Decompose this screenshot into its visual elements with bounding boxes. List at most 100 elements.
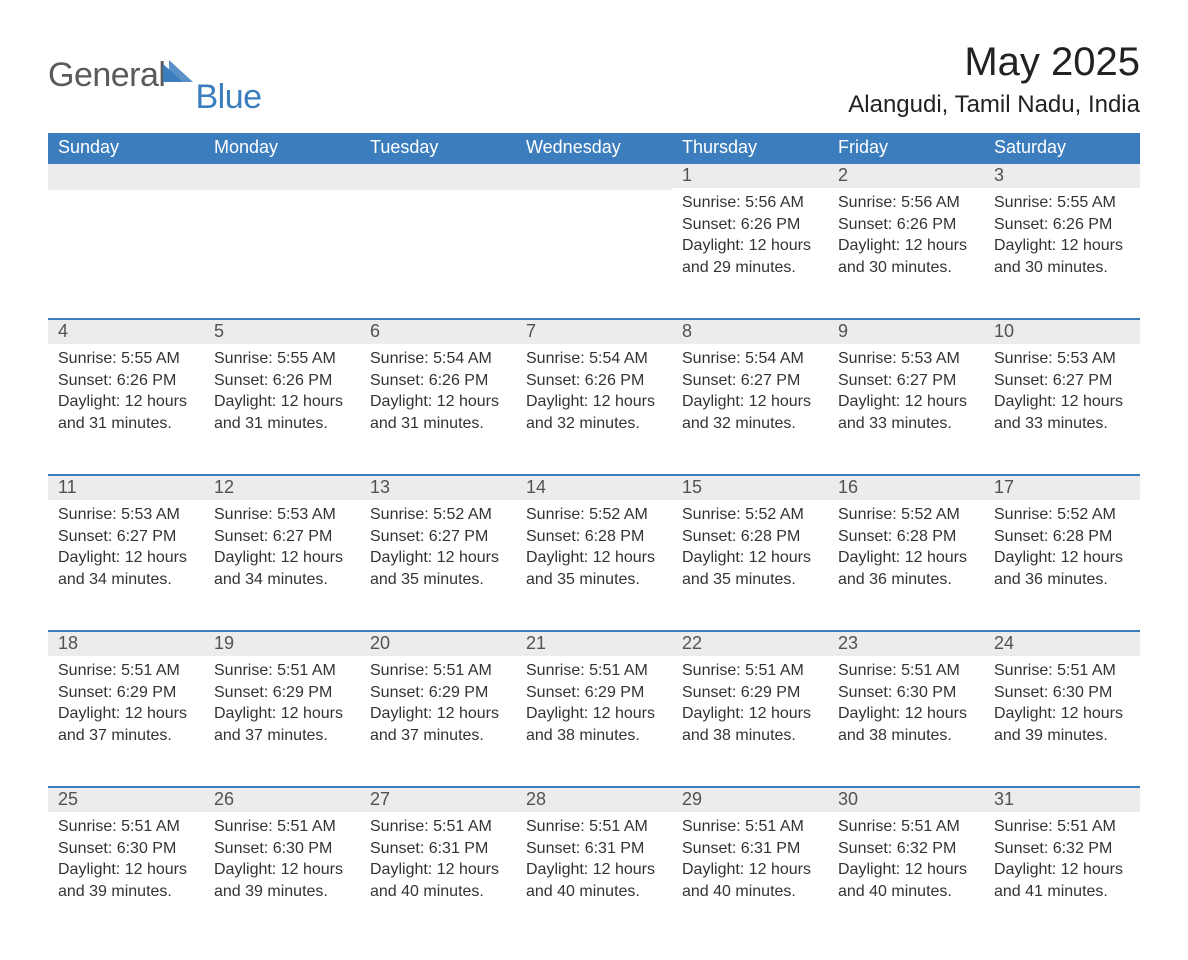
sunset-line: Sunset: 6:31 PM <box>682 838 820 860</box>
day-cell: 31Sunrise: 5:51 AMSunset: 6:32 PMDayligh… <box>984 788 1140 920</box>
daylight-line: Daylight: 12 hours and 30 minutes. <box>994 235 1132 278</box>
sunrise-line: Sunrise: 5:51 AM <box>838 816 976 838</box>
daylight-line: Daylight: 12 hours and 31 minutes. <box>58 391 196 434</box>
sunrise-line: Sunrise: 5:51 AM <box>58 816 196 838</box>
sunset-line: Sunset: 6:31 PM <box>526 838 664 860</box>
daylight-line: Daylight: 12 hours and 38 minutes. <box>838 703 976 746</box>
day-cell: 15Sunrise: 5:52 AMSunset: 6:28 PMDayligh… <box>672 476 828 608</box>
sunrise-line: Sunrise: 5:55 AM <box>214 348 352 370</box>
sunset-line: Sunset: 6:26 PM <box>214 370 352 392</box>
empty-day-band <box>360 164 516 190</box>
day-info: Sunrise: 5:56 AMSunset: 6:26 PMDaylight:… <box>838 192 976 278</box>
sunrise-line: Sunrise: 5:52 AM <box>526 504 664 526</box>
sunset-line: Sunset: 6:29 PM <box>682 682 820 704</box>
day-info: Sunrise: 5:52 AMSunset: 6:28 PMDaylight:… <box>838 504 976 590</box>
daylight-line: Daylight: 12 hours and 40 minutes. <box>838 859 976 902</box>
sunset-line: Sunset: 6:26 PM <box>370 370 508 392</box>
day-cell: 19Sunrise: 5:51 AMSunset: 6:29 PMDayligh… <box>204 632 360 764</box>
daylight-line: Daylight: 12 hours and 39 minutes. <box>994 703 1132 746</box>
sunrise-line: Sunrise: 5:51 AM <box>214 660 352 682</box>
day-info: Sunrise: 5:52 AMSunset: 6:27 PMDaylight:… <box>370 504 508 590</box>
sunrise-line: Sunrise: 5:53 AM <box>838 348 976 370</box>
daylight-line: Daylight: 12 hours and 31 minutes. <box>214 391 352 434</box>
day-cell: 1Sunrise: 5:56 AMSunset: 6:26 PMDaylight… <box>672 164 828 296</box>
sunset-line: Sunset: 6:27 PM <box>994 370 1132 392</box>
sunrise-line: Sunrise: 5:51 AM <box>994 816 1132 838</box>
day-number: 8 <box>672 320 828 344</box>
day-info: Sunrise: 5:51 AMSunset: 6:30 PMDaylight:… <box>994 660 1132 746</box>
day-number: 16 <box>828 476 984 500</box>
day-info: Sunrise: 5:51 AMSunset: 6:30 PMDaylight:… <box>214 816 352 902</box>
daylight-line: Daylight: 12 hours and 35 minutes. <box>370 547 508 590</box>
logo-word-2: Blue <box>195 78 261 117</box>
daylight-line: Daylight: 12 hours and 40 minutes. <box>370 859 508 902</box>
day-info: Sunrise: 5:51 AMSunset: 6:32 PMDaylight:… <box>838 816 976 902</box>
day-number: 13 <box>360 476 516 500</box>
sunrise-line: Sunrise: 5:53 AM <box>994 348 1132 370</box>
sunset-line: Sunset: 6:27 PM <box>838 370 976 392</box>
daylight-line: Daylight: 12 hours and 36 minutes. <box>838 547 976 590</box>
day-cell: 4Sunrise: 5:55 AMSunset: 6:26 PMDaylight… <box>48 320 204 452</box>
daylight-line: Daylight: 12 hours and 37 minutes. <box>214 703 352 746</box>
day-info: Sunrise: 5:53 AMSunset: 6:27 PMDaylight:… <box>838 348 976 434</box>
day-number: 19 <box>204 632 360 656</box>
day-number: 20 <box>360 632 516 656</box>
daylight-line: Daylight: 12 hours and 35 minutes. <box>682 547 820 590</box>
day-info: Sunrise: 5:52 AMSunset: 6:28 PMDaylight:… <box>526 504 664 590</box>
day-info: Sunrise: 5:53 AMSunset: 6:27 PMDaylight:… <box>58 504 196 590</box>
sunrise-line: Sunrise: 5:51 AM <box>994 660 1132 682</box>
calendar-header-row: SundayMondayTuesdayWednesdayThursdayFrid… <box>48 133 1140 164</box>
calendar-body: 1Sunrise: 5:56 AMSunset: 6:26 PMDaylight… <box>48 164 1140 920</box>
sunset-line: Sunset: 6:28 PM <box>994 526 1132 548</box>
location: Alangudi, Tamil Nadu, India <box>848 91 1140 119</box>
day-cell: 3 Sunrise: 5:55 AMSunset: 6:26 PMDaylight… <box>984 164 1140 296</box>
day-number: 14 <box>516 476 672 500</box>
daylight-line: Daylight: 12 hours and 41 minutes. <box>994 859 1132 902</box>
sunset-line: Sunset: 6:30 PM <box>994 682 1132 704</box>
day-cell <box>360 164 516 296</box>
day-cell <box>516 164 672 296</box>
day-cell: 14 Sunrise: 5:52 AMSunset: 6:28 PMDayligh… <box>516 476 672 608</box>
day-cell: 25 Sunrise: 5:51 AMSunset: 6:30 PMDayligh… <box>48 788 204 920</box>
day-number: 21 <box>516 632 672 656</box>
day-info: Sunrise: 5:55 AMSunset: 6:26 PMDaylight:… <box>994 192 1132 278</box>
day-number: 17 <box>984 476 1140 500</box>
day-cell: 5Sunrise: 5:55 AMSunset: 6:26 PMDaylight… <box>204 320 360 452</box>
sunset-line: Sunset: 6:30 PM <box>838 682 976 704</box>
day-number: 4 <box>48 320 204 344</box>
day-info: Sunrise: 5:53 AMSunset: 6:27 PMDaylight:… <box>214 504 352 590</box>
weekday-header: Sunday <box>48 133 204 164</box>
daylight-line: Daylight: 12 hours and 39 minutes. <box>58 859 196 902</box>
daylight-line: Daylight: 12 hours and 34 minutes. <box>58 547 196 590</box>
day-number: 3 <box>984 164 1140 188</box>
day-info: Sunrise: 5:52 AMSunset: 6:28 PMDaylight:… <box>994 504 1132 590</box>
daylight-line: Daylight: 12 hours and 39 minutes. <box>214 859 352 902</box>
day-info: Sunrise: 5:51 AMSunset: 6:30 PMDaylight:… <box>58 816 196 902</box>
sunset-line: Sunset: 6:26 PM <box>58 370 196 392</box>
day-number: 28 <box>516 788 672 812</box>
weekday-header: Monday <box>204 133 360 164</box>
day-info: Sunrise: 5:51 AMSunset: 6:29 PMDaylight:… <box>58 660 196 746</box>
sunset-line: Sunset: 6:30 PM <box>214 838 352 860</box>
sunset-line: Sunset: 6:29 PM <box>370 682 508 704</box>
daylight-line: Daylight: 12 hours and 34 minutes. <box>214 547 352 590</box>
sunrise-line: Sunrise: 5:51 AM <box>526 660 664 682</box>
day-cell: 24Sunrise: 5:51 AMSunset: 6:30 PMDayligh… <box>984 632 1140 764</box>
logo-word-1: General <box>48 56 165 95</box>
day-number: 30 <box>828 788 984 812</box>
daylight-line: Daylight: 12 hours and 37 minutes. <box>370 703 508 746</box>
logo-triangle-icon <box>163 58 197 87</box>
sunrise-line: Sunrise: 5:51 AM <box>214 816 352 838</box>
day-cell <box>48 164 204 296</box>
weekday-header: Wednesday <box>516 133 672 164</box>
sunrise-line: Sunrise: 5:51 AM <box>370 816 508 838</box>
sunset-line: Sunset: 6:27 PM <box>682 370 820 392</box>
sunset-line: Sunset: 6:31 PM <box>370 838 508 860</box>
day-info: Sunrise: 5:51 AMSunset: 6:31 PMDaylight:… <box>682 816 820 902</box>
day-number: 25 <box>48 788 204 812</box>
sunset-line: Sunset: 6:26 PM <box>682 214 820 236</box>
sunrise-line: Sunrise: 5:51 AM <box>526 816 664 838</box>
day-number: 15 <box>672 476 828 500</box>
calendar: SundayMondayTuesdayWednesdayThursdayFrid… <box>48 133 1140 920</box>
weekday-header: Tuesday <box>360 133 516 164</box>
